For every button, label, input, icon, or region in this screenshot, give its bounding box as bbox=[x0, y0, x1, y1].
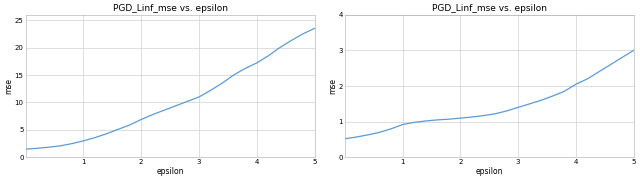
Title: PGD_Linf_mse vs. epsilon: PGD_Linf_mse vs. epsilon bbox=[432, 4, 547, 13]
X-axis label: epsilon: epsilon bbox=[476, 167, 503, 176]
Y-axis label: mse: mse bbox=[328, 78, 337, 94]
Y-axis label: mse: mse bbox=[4, 78, 13, 94]
X-axis label: epsilon: epsilon bbox=[156, 167, 184, 176]
Title: PGD_Linf_mse vs. epsilon: PGD_Linf_mse vs. epsilon bbox=[113, 4, 228, 13]
